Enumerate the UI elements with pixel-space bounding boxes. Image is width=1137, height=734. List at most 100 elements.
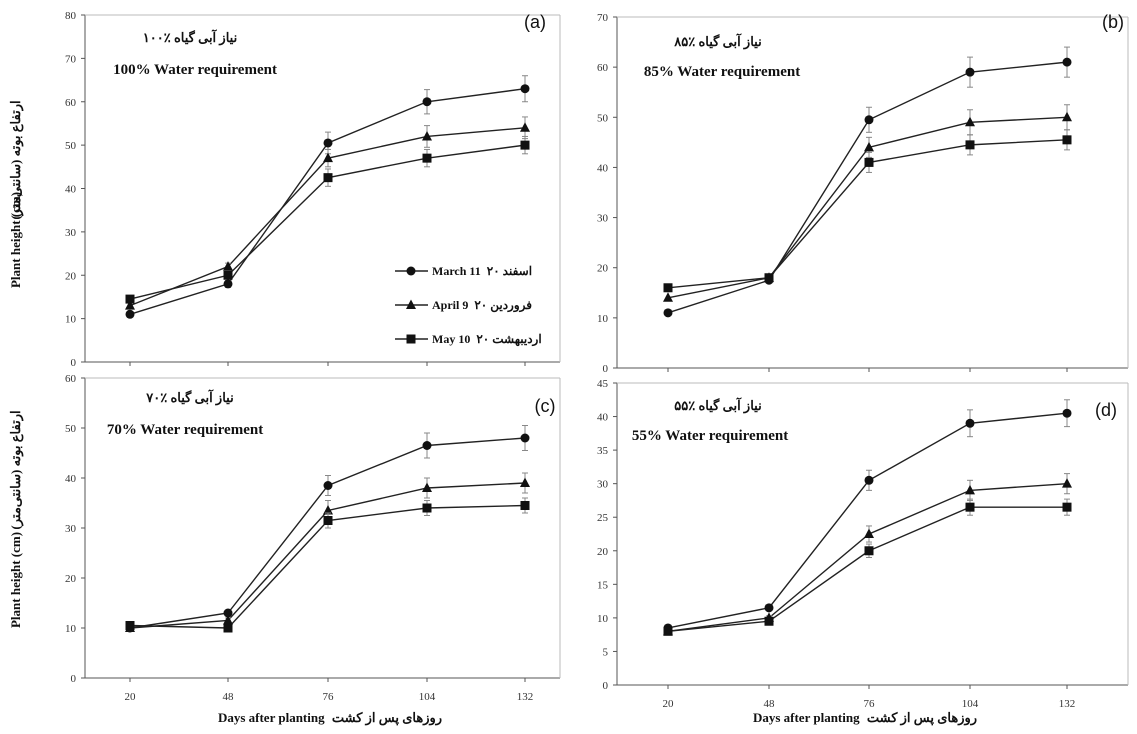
y-tick-label: 40 <box>597 412 609 424</box>
legend-item-circle: March 11 ۲۰ اسفند <box>395 264 532 278</box>
data-point-circle <box>223 279 233 289</box>
data-point-square <box>422 503 432 513</box>
legend-label-en: March 11 <box>432 264 481 278</box>
data-point-circle <box>323 138 333 148</box>
series-line <box>667 116 1068 299</box>
series-square <box>663 129 1072 293</box>
data-point-circle <box>422 441 432 450</box>
series-square <box>125 497 530 633</box>
series-line <box>667 412 1068 629</box>
x-tick-label: 132 <box>1059 698 1076 710</box>
y-tick-label: 10 <box>597 613 609 625</box>
y-tick-label: 5 <box>603 646 609 658</box>
data-point-triangle <box>1062 111 1072 122</box>
y-tick-label: 50 <box>65 423 77 435</box>
data-point-circle <box>125 309 135 319</box>
data-point-circle <box>223 608 233 618</box>
data-point-square <box>323 173 333 183</box>
data-point-triangle <box>864 141 874 152</box>
data-point-circle <box>864 475 874 485</box>
data-point-square <box>223 623 233 633</box>
legend: March 11 ۲۰ اسفند April 9 ۲۰ فروردین May 10 ۲… <box>395 264 542 347</box>
series-circle <box>125 75 530 319</box>
data-point-circle <box>965 418 975 428</box>
y-tick-label: 0 <box>603 680 609 692</box>
y-tick-label: 70 <box>65 53 77 65</box>
y-tick-label: 30 <box>597 479 609 491</box>
data-point-square <box>520 140 530 150</box>
x-tick-label: 76 <box>323 691 335 703</box>
panel-letter: (d) <box>1095 400 1117 420</box>
series-triangle <box>663 104 1072 302</box>
panel-letter: (c) <box>535 396 556 416</box>
data-point-square <box>125 294 135 304</box>
y-tick-label: 50 <box>597 112 609 124</box>
series-line <box>129 88 526 315</box>
chart-panel-c: 0 10 20 30 40 50 60 20 48 76 104 132 (c) ۷۰٪ نیاز آبی… <box>65 373 561 703</box>
x-tick-label: 48 <box>223 691 235 703</box>
data-point-square <box>406 334 416 344</box>
data-point-triangle <box>323 152 333 163</box>
x-tick-label: 104 <box>419 691 436 703</box>
y-tick-label: 25 <box>597 512 609 524</box>
data-point-square <box>965 140 975 150</box>
legend-item-triangle: April 9 ۲۰ فروردین <box>395 298 532 313</box>
data-point-triangle <box>864 528 874 538</box>
y-tick-label: 0 <box>603 363 609 375</box>
y-tick-label: 20 <box>65 573 77 585</box>
legend-label-fa: ۲۰ اردیبهشت <box>476 332 541 347</box>
panel-title-fa: ۱۰۰٪ نیاز آبی گیاه <box>143 29 237 46</box>
data-point-triangle <box>422 482 432 492</box>
x-tick-label: 48 <box>764 698 776 710</box>
data-point-square <box>764 273 774 283</box>
series-circle <box>663 46 1072 318</box>
y-tick-label: 50 <box>65 140 77 152</box>
data-point-square <box>223 270 233 280</box>
y-tick-label: 15 <box>597 579 609 591</box>
series-triangle <box>125 116 530 310</box>
series-line <box>129 437 526 629</box>
series-line <box>667 61 1068 314</box>
legend-label: May 10 ۲۰ اردیبهشت <box>432 332 542 347</box>
y-tick-label: 0 <box>71 357 77 369</box>
x-tick-label: 132 <box>517 691 534 703</box>
y-tick-label: 40 <box>65 184 77 196</box>
series-square <box>125 135 530 304</box>
data-point-square <box>764 616 774 626</box>
y-tick-label: 10 <box>597 313 609 325</box>
data-point-triangle <box>323 505 333 515</box>
panel-letter: (b) <box>1102 12 1124 32</box>
data-point-square <box>663 283 673 293</box>
y-tick-label: 40 <box>65 473 77 485</box>
x-axis-label-en-left: Days after planting <box>218 710 325 725</box>
y-tick-label: 45 <box>597 378 609 390</box>
data-point-triangle <box>965 484 975 495</box>
data-point-circle <box>965 67 975 77</box>
x-axis-label-right: Days after planting روزهای پس از کشت <box>753 710 977 726</box>
panel-title-fa: ۷۰٪ نیاز آبی گیاه <box>145 389 233 406</box>
data-point-circle <box>520 433 530 443</box>
y-axis-label-en-top: Plant height (cm) <box>8 192 23 288</box>
y-tick-label: 30 <box>65 523 77 535</box>
panel-title-fa: ۸۵٪ نیاز آبی گیاه <box>673 33 761 50</box>
x-tick-label: 20 <box>125 691 137 703</box>
series-square <box>663 498 1072 636</box>
data-point-circle <box>1062 57 1072 67</box>
x-tick-label: 104 <box>962 698 979 710</box>
y-tick-label: 10 <box>65 314 77 326</box>
data-point-triangle <box>223 261 233 271</box>
data-point-triangle <box>125 300 135 310</box>
y-tick-label: 40 <box>597 162 609 174</box>
panel-letter: (a) <box>524 12 546 32</box>
data-point-triangle <box>223 615 233 625</box>
data-point-square <box>422 153 432 163</box>
data-point-triangle <box>520 122 530 132</box>
y-tick-label: 20 <box>597 546 609 558</box>
series-circle <box>663 399 1072 633</box>
data-point-square <box>864 157 874 167</box>
panel-title-fa: ۵۵٪ نیاز آبی گیاه <box>674 397 761 414</box>
data-point-square <box>125 621 135 630</box>
y-axis-label-en-bottom: Plant height (cm) <box>8 532 23 628</box>
